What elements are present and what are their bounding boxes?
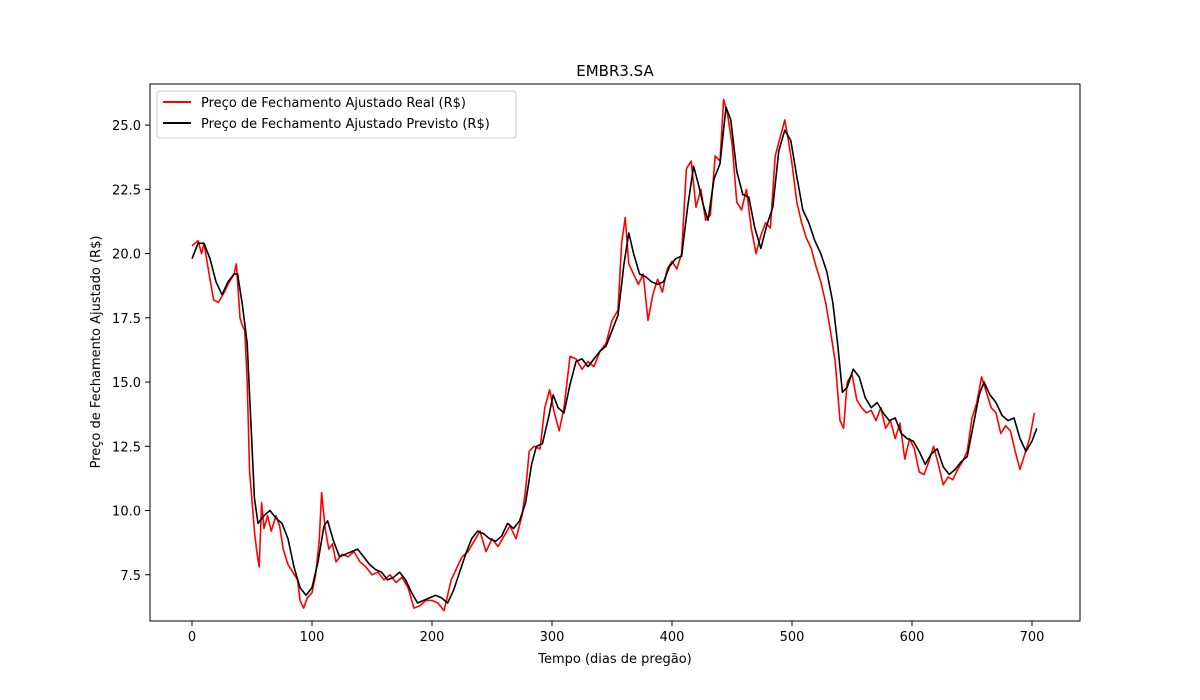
series-line-real	[191, 98, 1036, 612]
x-tick-label: 700	[1020, 630, 1045, 645]
x-axis-title: Tempo (dias de pregão)	[537, 652, 691, 667]
legend-box	[156, 90, 517, 139]
y-axis-title: Preço de Fechamento Ajustado (R$)	[89, 236, 104, 469]
y-tick-label: 17.5	[112, 312, 141, 327]
axis-ticks: 0 100 200 300 400 500 600 700 7.5 10.0 12.5 15.0 17.…	[112, 119, 1044, 645]
x-tick-label: 0	[188, 630, 196, 645]
series-line-predicted	[191, 106, 1038, 604]
y-tick-label: 22.5	[112, 183, 141, 198]
x-tick-label: 400	[660, 630, 685, 645]
x-tick-label: 600	[900, 630, 925, 645]
x-tick-label: 100	[300, 630, 325, 645]
x-tick-label: 300	[540, 630, 565, 645]
x-tick-label: 200	[420, 630, 445, 645]
y-tick-label: 12.5	[112, 440, 141, 455]
x-tick-label: 500	[780, 630, 805, 645]
y-tick-label: 15.0	[112, 376, 141, 391]
legend: Preço de Fechamento Ajustado Real (R$) P…	[156, 90, 517, 139]
y-tick-label: 20.0	[112, 248, 141, 263]
series-lines	[191, 98, 1038, 612]
y-tick-label: 7.5	[120, 569, 141, 584]
plot-area	[149, 83, 1081, 622]
legend-label-real: Preço de Fechamento Ajustado Real (R$)	[201, 96, 466, 111]
y-tick-label: 25.0	[112, 119, 141, 134]
chart-title: EMBR3.SA	[576, 62, 654, 80]
legend-label-predicted: Preço de Fechamento Ajustado Previsto (R…	[201, 117, 490, 132]
y-tick-label: 10.0	[112, 505, 141, 520]
